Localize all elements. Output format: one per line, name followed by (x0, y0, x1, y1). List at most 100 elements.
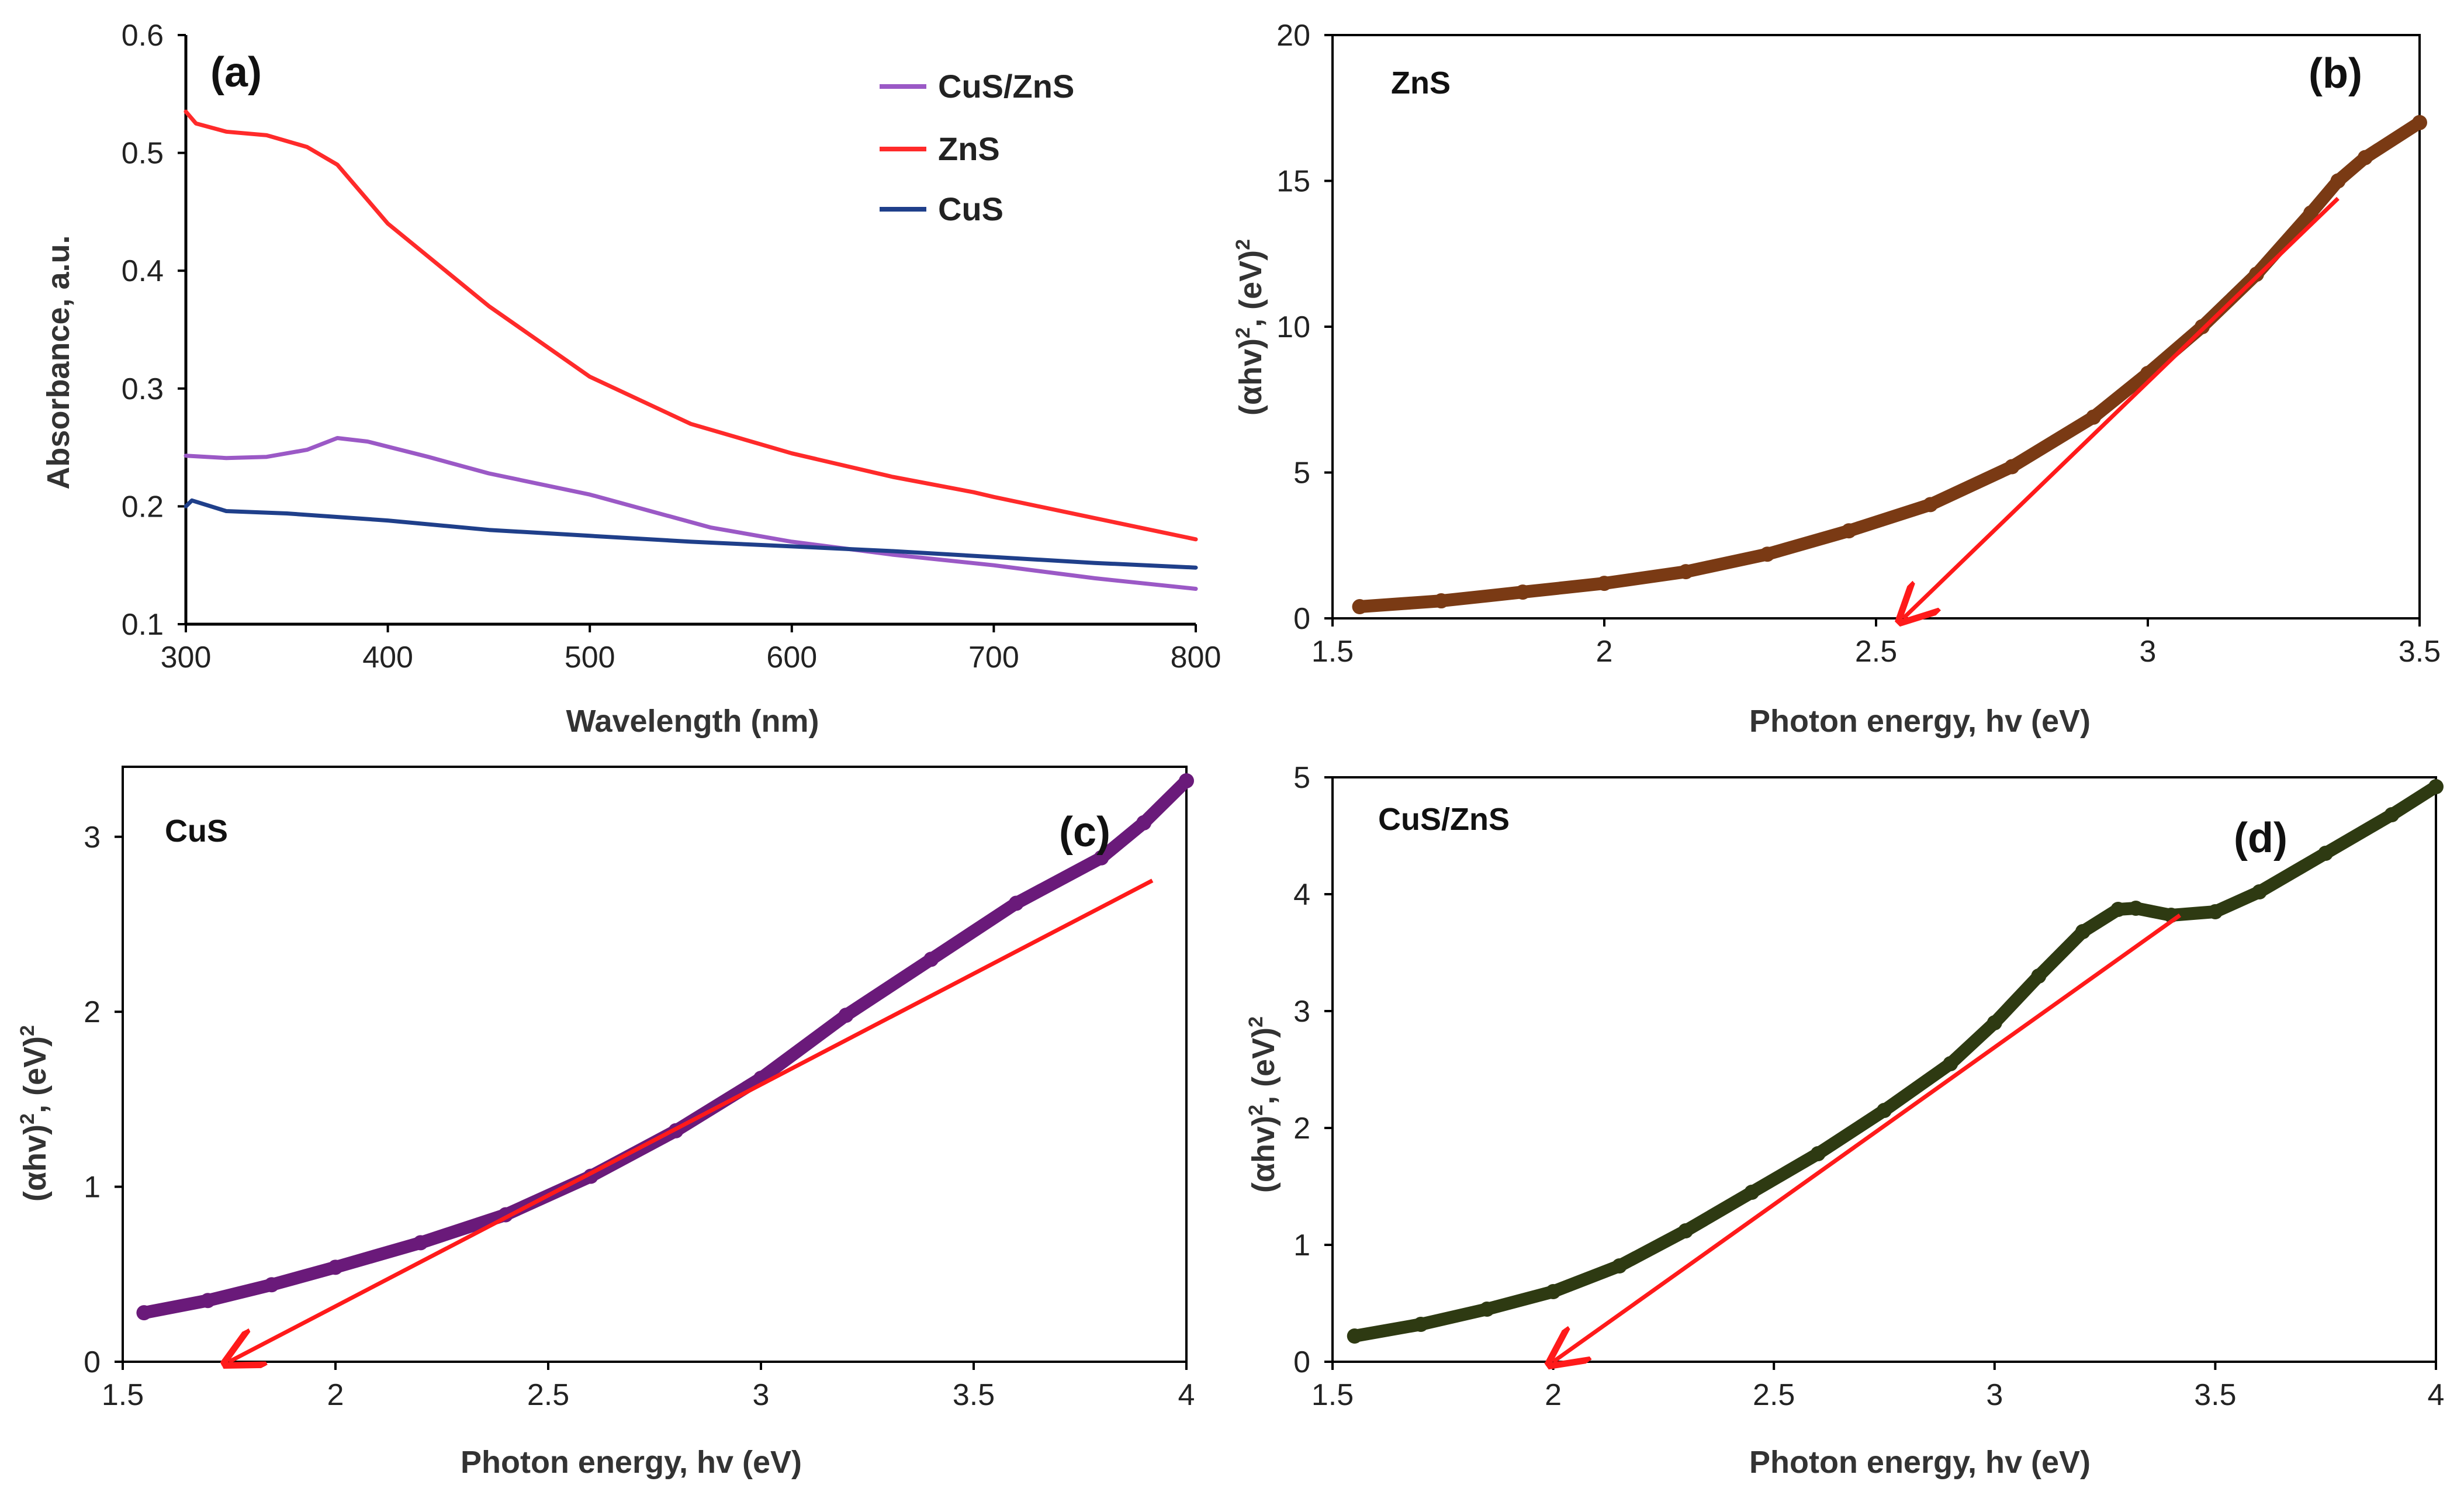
panel-d-x-axis-label: Photon energy, hv (eV) (1749, 1445, 2091, 1480)
panel-a-y-tick-label: 0.1 (122, 608, 164, 642)
panel-c-data-point (1008, 895, 1024, 911)
panel-b-frame (1331, 34, 2421, 620)
panel-a-x-tick-label: 800 (1171, 641, 1221, 674)
panel-d-x-tick-label: 2.5 (1753, 1378, 1795, 1412)
panel-b-x-tick-label: 1.5 (1311, 635, 1354, 669)
panel-d-data-point (2428, 779, 2444, 794)
panel-d-y-label-sup-2: 2 (1245, 1016, 1267, 1027)
panel-c-y-tick-label: 1 (84, 1171, 101, 1205)
panel-c-y-tick-label: 0 (84, 1345, 101, 1379)
panel-b-series-0-line (1353, 116, 2426, 613)
panel-d-x-tick-label: 4 (2428, 1378, 2445, 1412)
panel-b-y-tick-label: 0 (1293, 602, 1310, 636)
panel-b-data-point (1678, 564, 1694, 580)
panel-d-data-point (2075, 924, 2091, 939)
panel-a-y-tick-label: 0.4 (122, 254, 164, 288)
panel-d-letter: (d) (2234, 815, 2287, 861)
panel-b-data-point (1923, 497, 1938, 513)
panel-d-data-point (1479, 1302, 1495, 1317)
panel-a-series-0-line (184, 436, 1198, 591)
panel-b-data-point (1352, 599, 1368, 615)
panel-c-cus-tauc-plot: 1.5 2 2.5 3 3.5 4 0 1 2 3 CuS (c) Photon energy, … (16, 766, 1195, 1480)
panel-c-data-point (200, 1293, 216, 1309)
panel-b-tangent-fit-line (1904, 196, 2340, 618)
panel-c-data-point (328, 1259, 343, 1275)
panel-c-y-label-sup-1: 2 (16, 1113, 39, 1124)
panel-d-y-tick-label: 1 (1293, 1228, 1310, 1262)
panel-a-x-tick-label: 500 (565, 641, 615, 674)
panel-b-x-tick-label: 2 (1596, 635, 1613, 669)
panel-b-y-label-main: (αhv) (1233, 338, 1268, 416)
panel-a-x-axis-label: Wavelength (nm) (566, 704, 819, 739)
panel-a-y-tick-label: 0.5 (122, 137, 164, 171)
panel-c-x-axis-label: Photon energy, hv (eV) (461, 1445, 802, 1480)
panel-b-x-tick-label: 3 (2140, 635, 2157, 669)
panel-d-data-point (2318, 846, 2334, 861)
panel-c-x-tick-label: 3 (753, 1378, 770, 1412)
panel-a-x-tick-label: 700 (968, 641, 1019, 674)
panel-d-y-label-sup-1: 2 (1245, 1105, 1267, 1116)
panel-b-data-point (1434, 593, 1449, 609)
panel-a-series-2-line (184, 498, 1198, 570)
panel-d-data-point (1943, 1056, 1958, 1071)
legend-label-cus: CuS (938, 191, 1003, 227)
legend-label-zns: ZnS (938, 130, 1000, 167)
panel-b-letter: (b) (2309, 50, 2362, 97)
panel-c-series-0-line (137, 774, 1193, 1320)
panel-a-y-tick-label: 0.6 (122, 19, 164, 53)
panel-b-zns-tauc-plot: 1.5 2 2.5 3 3.5 0 5 10 15 20 ZnS (b) Photon energ… (1232, 19, 2441, 739)
panel-b-data-point (1760, 546, 1775, 562)
panel-d-x-tick-label: 3.5 (2194, 1378, 2236, 1412)
panel-a-x-tick-label: 300 (161, 641, 212, 674)
panel-b-y-tick-label: 20 (1276, 19, 1310, 53)
panel-b-data-point (2303, 205, 2318, 221)
panel-d-data-point (1987, 1015, 2002, 1030)
panel-c-y-axis-label: (αhv)2, (eV)2 (16, 1025, 53, 1202)
panel-b-y-label-tail: , (eV) (1233, 250, 1268, 327)
panel-c-frame (122, 766, 1188, 1363)
panel-a-y-tick-label: 0.3 (122, 372, 164, 406)
panel-c-x-tick-label: 1.5 (102, 1378, 144, 1412)
panel-a-series-1-line (184, 109, 1198, 542)
panel-c-sample-label: CuS (165, 814, 228, 849)
panel-d-data-point (1877, 1103, 1892, 1118)
panel-b-y-tick-label: 10 (1276, 310, 1310, 344)
panel-c-x-tick-label: 3.5 (953, 1378, 995, 1412)
panel-b-x-axis-label: Photon energy, hv (eV) (1749, 704, 2091, 739)
panel-d-y-tick-label: 2 (1293, 1112, 1310, 1146)
panel-d-cus-zns-tauc-plot: 1.5 2 2.5 3 3.5 4 0 1 2 3 4 5 CuS/ZnS (d) Photon en… (1245, 761, 2444, 1480)
panel-a-absorbance-chart: 300 400 500 600 700 800 0.1 0.2 0.3 0.4 0.5 0.6 (a)… (41, 19, 1221, 739)
panel-b-data-point (2086, 409, 2101, 425)
panel-b-y-label-sup-1: 2 (1232, 327, 1254, 338)
legend-label-cus-zns: CuS/ZnS (938, 68, 1074, 105)
panel-b-y-tick-label: 5 (1293, 456, 1310, 490)
panel-b-sample-label: ZnS (1391, 65, 1451, 101)
panel-c-x-tick-label: 4 (1178, 1378, 1195, 1412)
panel-c-data-point (838, 1008, 854, 1023)
panel-b-y-axis-label: (αhv)2, (eV)2 (1232, 239, 1268, 416)
panel-c-data-point (923, 951, 939, 967)
panel-b-y-tick-label: 15 (1276, 165, 1310, 199)
panel-c-x-tick-label: 2 (327, 1378, 344, 1412)
panel-d-y-label-tail: , (eV) (1246, 1027, 1281, 1105)
panel-b-x-tick-label: 3.5 (2399, 635, 2441, 669)
panel-d-x-tick-label: 3 (1986, 1378, 2003, 1412)
panel-c-tangent-fit-line (229, 878, 1154, 1362)
panel-c-y-tick-label: 3 (84, 821, 101, 854)
panel-d-tangent-fit-line (1553, 913, 2182, 1362)
panel-a-y-axis-label: Absorbance, a.u. (41, 235, 76, 489)
panel-d-data-point (1744, 1185, 1760, 1200)
panel-d-sample-label: CuS/ZnS (1378, 802, 1510, 837)
panel-d-data-point (1678, 1223, 1694, 1238)
panel-c-y-label-main: (αhv) (18, 1124, 53, 1202)
panel-b-data-point (2004, 459, 2020, 475)
panel-d-data-point (2251, 884, 2267, 899)
panel-d-data-point (2110, 902, 2126, 917)
panel-d-series-0-line (1348, 780, 2442, 1342)
panel-d-y-label-main: (αhv) (1246, 1116, 1281, 1193)
panel-d-frame (1331, 776, 2437, 1363)
panel-c-x-tick-label: 2.5 (527, 1378, 569, 1412)
panel-d-data-point (1545, 1284, 1561, 1299)
panel-c-data-point (264, 1277, 279, 1293)
